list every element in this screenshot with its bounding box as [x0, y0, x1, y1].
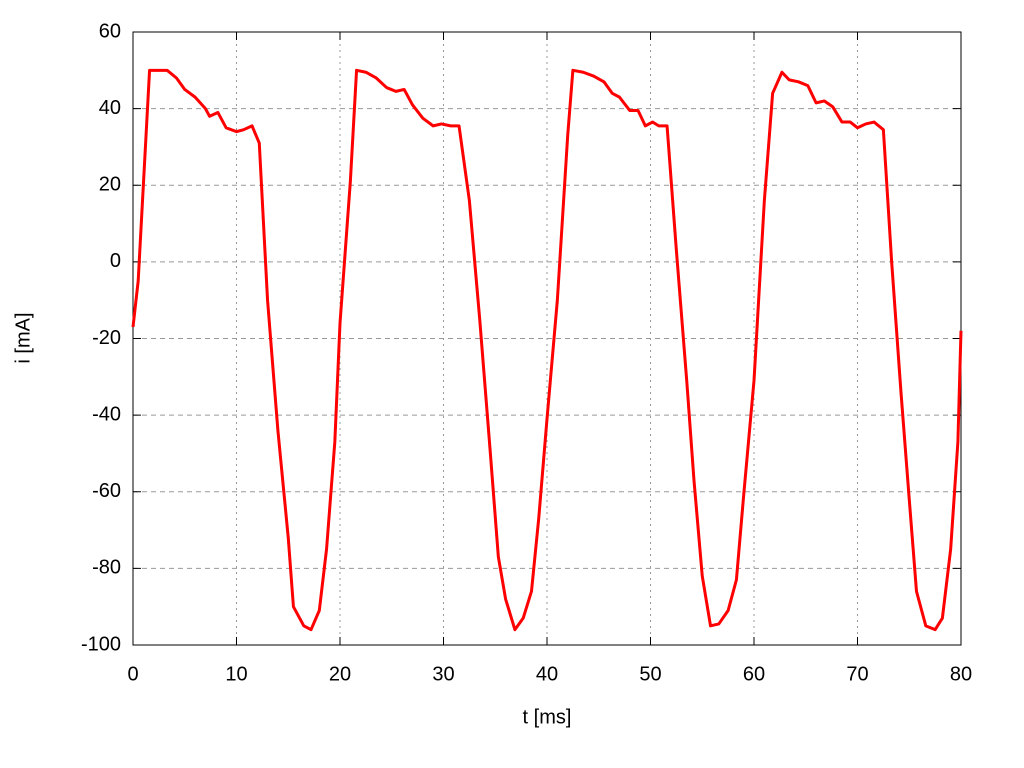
- y-tick-label: -20: [92, 327, 121, 349]
- y-tick-label: -40: [92, 403, 121, 425]
- y-tick-label: -100: [81, 633, 121, 655]
- y-tick-label: -60: [92, 480, 121, 502]
- x-axis-label: t [ms]: [523, 706, 572, 728]
- x-tick-label: 20: [329, 663, 351, 685]
- x-tick-label: 0: [127, 663, 138, 685]
- y-tick-label: 0: [110, 250, 121, 272]
- x-tick-label: 50: [639, 663, 661, 685]
- y-tick-label: -80: [92, 557, 121, 579]
- y-tick-label: 60: [99, 20, 121, 42]
- y-tick-label: 40: [99, 97, 121, 119]
- x-tick-label: 10: [225, 663, 247, 685]
- y-axis-label: i [mA]: [12, 312, 34, 363]
- data-line: [131, 68, 963, 632]
- x-tick-label: 40: [536, 663, 558, 685]
- x-tick-label: 60: [743, 663, 765, 685]
- x-tick-label: 70: [846, 663, 868, 685]
- x-tick-label: 30: [432, 663, 454, 685]
- y-tick-label: 20: [99, 174, 121, 196]
- x-tick-label: 80: [950, 663, 972, 685]
